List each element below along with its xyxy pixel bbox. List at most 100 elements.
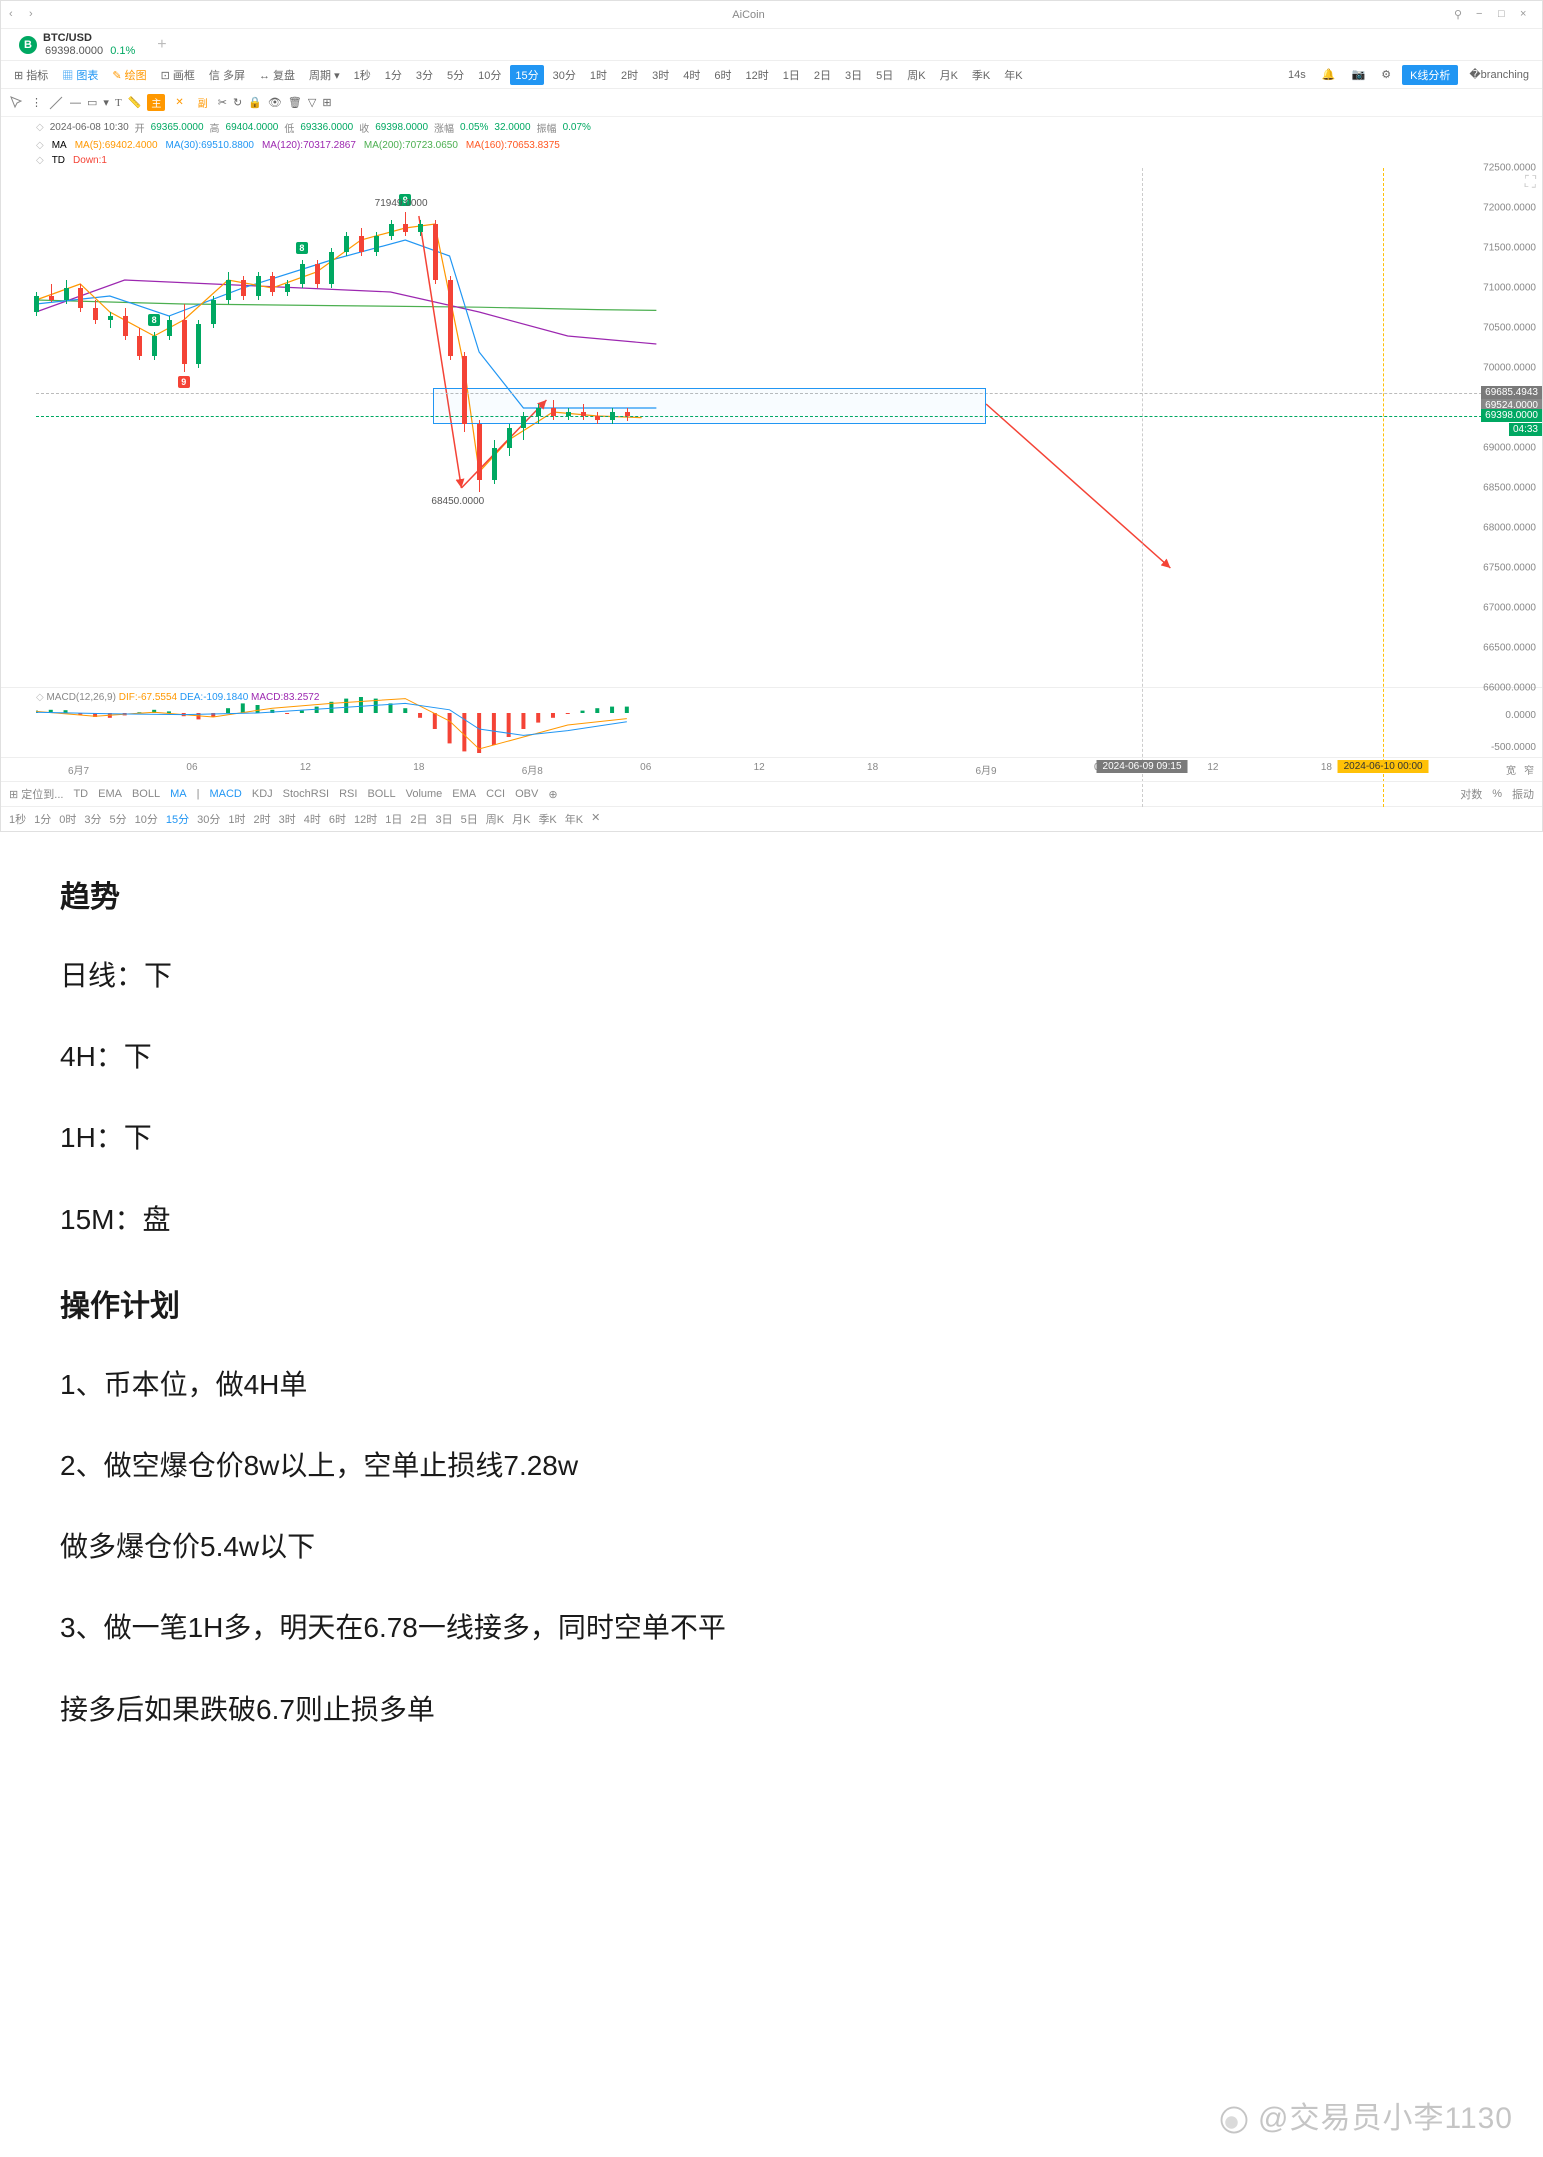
more-icon-4[interactable]: 👁 [268,96,282,109]
toolbar-item[interactable]: ⊞ 指标 [9,65,53,85]
line-icon[interactable] [48,95,64,111]
tf-bottom-option[interactable]: 5日 [461,811,478,827]
tf-bottom-option[interactable]: 15分 [166,811,189,827]
tf-bottom-option[interactable]: 12时 [354,811,377,827]
fwd-icon[interactable]: › [29,8,43,22]
tf-bottom-option[interactable]: 1日 [385,811,402,827]
indicator-option[interactable]: ⊕ [548,788,557,801]
more-icon-3[interactable]: 🔒 [248,96,262,109]
tf-bottom-option[interactable]: ✕ [591,811,600,827]
kline-analysis-button[interactable]: K线分析 [1402,65,1458,85]
timeframe-option[interactable]: 4时 [678,65,705,85]
locate-button[interactable]: ⊞ 定位到... [9,786,63,802]
timeframe-option[interactable]: 1分 [380,65,407,85]
tf-bottom-option[interactable]: 3时 [279,811,296,827]
toolbar-item[interactable]: ✎ 绘图 [107,65,151,85]
timeframe-option[interactable]: 1时 [585,65,612,85]
indicator-option[interactable]: StochRSI [283,788,329,800]
symbol-tab-btc[interactable]: B BTC/USD 69398.0000 0.1% [9,28,145,60]
close-icon[interactable]: × [1520,8,1534,22]
view-option[interactable]: % [1492,788,1502,800]
view-option[interactable]: 对数 [1460,786,1482,802]
price-chart[interactable]: ⛶ 898971949.000068450.0000 72500.0000720… [1,168,1542,688]
add-tab-button[interactable]: + [157,36,166,54]
main-indicator-btn[interactable]: 主 [147,94,165,111]
back-icon[interactable]: ‹ [9,8,23,22]
timeframe-option[interactable]: 5分 [442,65,469,85]
timeframe-option[interactable]: 5日 [871,65,898,85]
tf-bottom-option[interactable]: 3分 [84,811,101,827]
tf-bottom-option[interactable]: 1分 [34,811,51,827]
tf-bottom-option[interactable]: 6时 [329,811,346,827]
filter-icon[interactable]: ▽ [308,96,316,109]
tf-bottom-option[interactable]: 30分 [197,811,220,827]
timeframe-option[interactable]: 3时 [647,65,674,85]
maximize-icon[interactable]: □ [1498,8,1512,22]
indicator-option[interactable]: | [197,788,200,800]
toolbar-item[interactable]: ▦ 图表 [57,65,103,85]
indicator-option[interactable]: RSI [339,788,357,800]
toolbar-item[interactable]: 周期 ▾ [304,65,345,85]
indicator-option[interactable]: KDJ [252,788,273,800]
timeframe-option[interactable]: 3日 [840,65,867,85]
indicator-option[interactable]: CCI [486,788,505,800]
indicator-option[interactable]: MA [170,788,187,800]
rect-icon[interactable]: ▭ [87,96,97,109]
macd-panel[interactable]: ◇ MACD(12,26,9) DIF:-67.5554 DEA:-109.18… [1,688,1542,758]
dropdown-icon[interactable]: ▾ [103,96,109,109]
eye-icon[interactable]: ◇ [36,122,44,133]
close-main-icon[interactable]: ✕ [171,96,187,109]
indicator-option[interactable]: BOLL [367,788,395,800]
timeframe-option[interactable]: 周K [902,65,930,85]
indicator-option[interactable]: BOLL [132,788,160,800]
indicator-option[interactable]: EMA [98,788,122,800]
ma-eye-icon[interactable]: ◇ [36,140,44,151]
alert-icon[interactable]: 🔔 [1317,66,1341,83]
tf-bottom-option[interactable]: 2日 [410,811,427,827]
indicator-option[interactable]: OBV [515,788,538,800]
zoom-btn[interactable]: 窄 [1524,762,1534,777]
tf-bottom-option[interactable]: 2时 [254,811,271,827]
share-icon[interactable]: �branching [1464,66,1534,83]
timeframe-option[interactable]: 3分 [411,65,438,85]
timeframe-option[interactable]: 2日 [809,65,836,85]
grid-icon[interactable]: ⊞ [322,96,331,109]
toolbar-item[interactable]: ↔ 复盘 [254,65,300,85]
view-option[interactable]: 振动 [1512,786,1534,802]
zoom-btn[interactable]: 宽 [1506,762,1516,777]
dash-icon[interactable]: — [70,97,81,109]
timeframe-option[interactable]: 6时 [709,65,736,85]
text-icon[interactable]: T [115,97,122,109]
timeframe-option[interactable]: 2时 [616,65,643,85]
timeframe-option[interactable]: 30分 [548,65,581,85]
tf-bottom-option[interactable]: 10分 [135,811,158,827]
tf-bottom-option[interactable]: 季K [538,811,556,827]
indicator-option[interactable]: Volume [406,788,443,800]
tf-bottom-option[interactable]: 1时 [228,811,245,827]
timeframe-option[interactable]: 15分 [510,65,543,85]
timeframe-option[interactable]: 12时 [740,65,773,85]
more-icon-1[interactable]: ✂ [218,96,227,109]
toolbar-item[interactable]: 信 多屏 [204,65,250,85]
indicator-option[interactable]: MACD [209,788,241,800]
tf-bottom-option[interactable]: 月K [512,811,530,827]
tf-bottom-option[interactable]: 周K [486,811,504,827]
toolbar-item[interactable]: ⊡ 画框 [156,65,200,85]
timeframe-option[interactable]: 月K [935,65,963,85]
settings-icon[interactable]: ⚙ [1376,66,1396,83]
tf-bottom-option[interactable]: 年K [565,811,583,827]
td-eye-icon[interactable]: ◇ [36,155,44,166]
tf-bottom-option[interactable]: 3日 [436,811,453,827]
timeframe-option[interactable]: 10分 [473,65,506,85]
more-icon-2[interactable]: ↻ [233,96,242,109]
sub-indicator-btn[interactable]: 副 [194,94,212,111]
timeframe-option[interactable]: 1日 [778,65,805,85]
more-icon-5[interactable]: 🗑 [288,96,302,109]
timeframe-option[interactable]: 年K [999,65,1027,85]
tf-bottom-option[interactable]: 5分 [110,811,127,827]
tf-bottom-option[interactable]: 1秒 [9,811,26,827]
tf-bottom-option[interactable]: 4时 [304,811,321,827]
indicator-option[interactable]: EMA [452,788,476,800]
drawn-rectangle[interactable] [433,388,986,424]
ruler-icon[interactable]: 📏 [128,96,142,109]
